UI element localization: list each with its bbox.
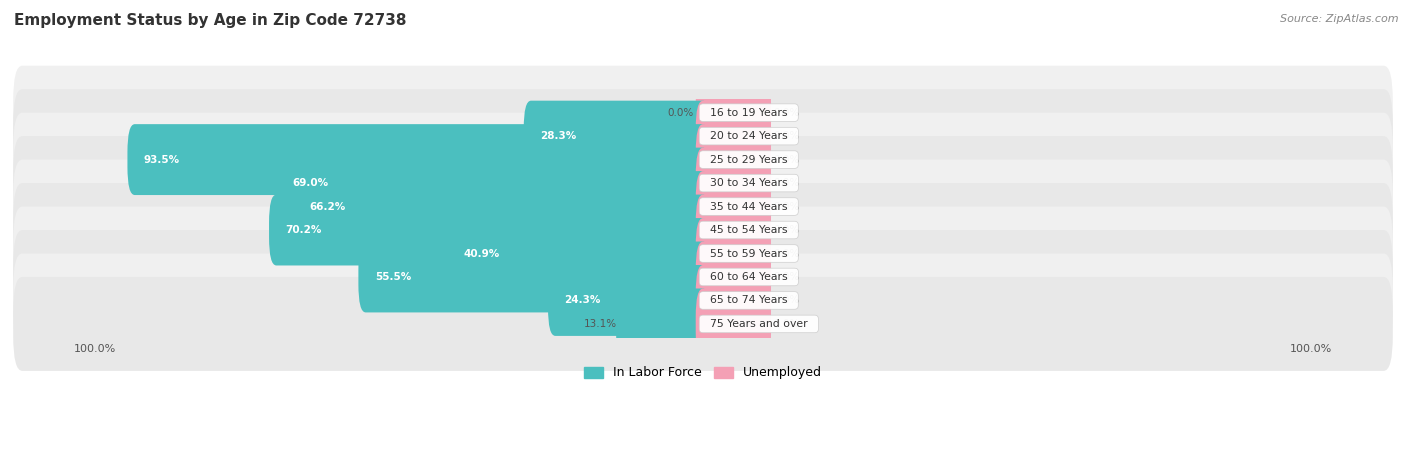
Text: 0.0%: 0.0% [773,202,799,211]
FancyBboxPatch shape [128,124,710,195]
FancyBboxPatch shape [696,124,770,195]
Text: 16 to 19 Years: 16 to 19 Years [703,108,794,117]
FancyBboxPatch shape [696,218,770,289]
FancyBboxPatch shape [616,288,710,360]
FancyBboxPatch shape [13,207,1393,301]
Text: Employment Status by Age in Zip Code 72738: Employment Status by Age in Zip Code 727… [14,14,406,28]
Text: 0.0%: 0.0% [773,131,799,141]
FancyBboxPatch shape [696,265,770,336]
Text: 35 to 44 Years: 35 to 44 Years [703,202,794,211]
Text: Source: ZipAtlas.com: Source: ZipAtlas.com [1281,14,1399,23]
Text: 25 to 29 Years: 25 to 29 Years [703,155,794,165]
Text: 13.1%: 13.1% [583,319,617,329]
FancyBboxPatch shape [696,242,770,312]
FancyBboxPatch shape [13,89,1393,183]
Text: 0.0%: 0.0% [668,108,695,117]
Text: 93.5%: 93.5% [143,155,180,165]
Text: 20 to 24 Years: 20 to 24 Years [703,131,794,141]
FancyBboxPatch shape [548,265,710,336]
Text: 65 to 74 Years: 65 to 74 Years [703,296,794,306]
FancyBboxPatch shape [696,288,770,360]
Text: 0.0%: 0.0% [773,225,799,235]
FancyBboxPatch shape [359,242,710,312]
FancyBboxPatch shape [696,77,770,148]
Text: 40.9%: 40.9% [464,248,499,258]
Text: 60 to 64 Years: 60 to 64 Years [703,272,794,282]
FancyBboxPatch shape [13,277,1393,371]
Text: 0.0%: 0.0% [773,296,799,306]
Legend: In Labor Force, Unemployed: In Labor Force, Unemployed [579,361,827,384]
Text: 0.0%: 0.0% [773,272,799,282]
Text: 0.0%: 0.0% [773,178,799,188]
Text: 55 to 59 Years: 55 to 59 Years [703,248,794,258]
Text: 0.0%: 0.0% [773,108,799,117]
FancyBboxPatch shape [13,136,1393,230]
Text: 28.3%: 28.3% [540,131,576,141]
FancyBboxPatch shape [447,218,710,289]
FancyBboxPatch shape [696,171,770,242]
Text: 24.3%: 24.3% [564,296,600,306]
Text: 30 to 34 Years: 30 to 34 Years [703,178,794,188]
FancyBboxPatch shape [277,148,710,219]
FancyBboxPatch shape [13,253,1393,347]
Text: 0.0%: 0.0% [773,155,799,165]
Text: 70.2%: 70.2% [285,225,322,235]
Text: 45 to 54 Years: 45 to 54 Years [703,225,794,235]
FancyBboxPatch shape [696,101,770,171]
Text: 0.0%: 0.0% [773,248,799,258]
FancyBboxPatch shape [13,183,1393,277]
FancyBboxPatch shape [13,230,1393,324]
FancyBboxPatch shape [696,194,770,266]
Text: 66.2%: 66.2% [309,202,346,211]
FancyBboxPatch shape [13,160,1393,253]
Text: 0.0%: 0.0% [773,319,799,329]
Text: 55.5%: 55.5% [375,272,411,282]
FancyBboxPatch shape [13,66,1393,160]
FancyBboxPatch shape [13,112,1393,207]
FancyBboxPatch shape [523,101,710,171]
Text: 69.0%: 69.0% [292,178,329,188]
FancyBboxPatch shape [269,194,710,266]
Text: 75 Years and over: 75 Years and over [703,319,814,329]
FancyBboxPatch shape [294,171,710,242]
FancyBboxPatch shape [696,148,770,219]
